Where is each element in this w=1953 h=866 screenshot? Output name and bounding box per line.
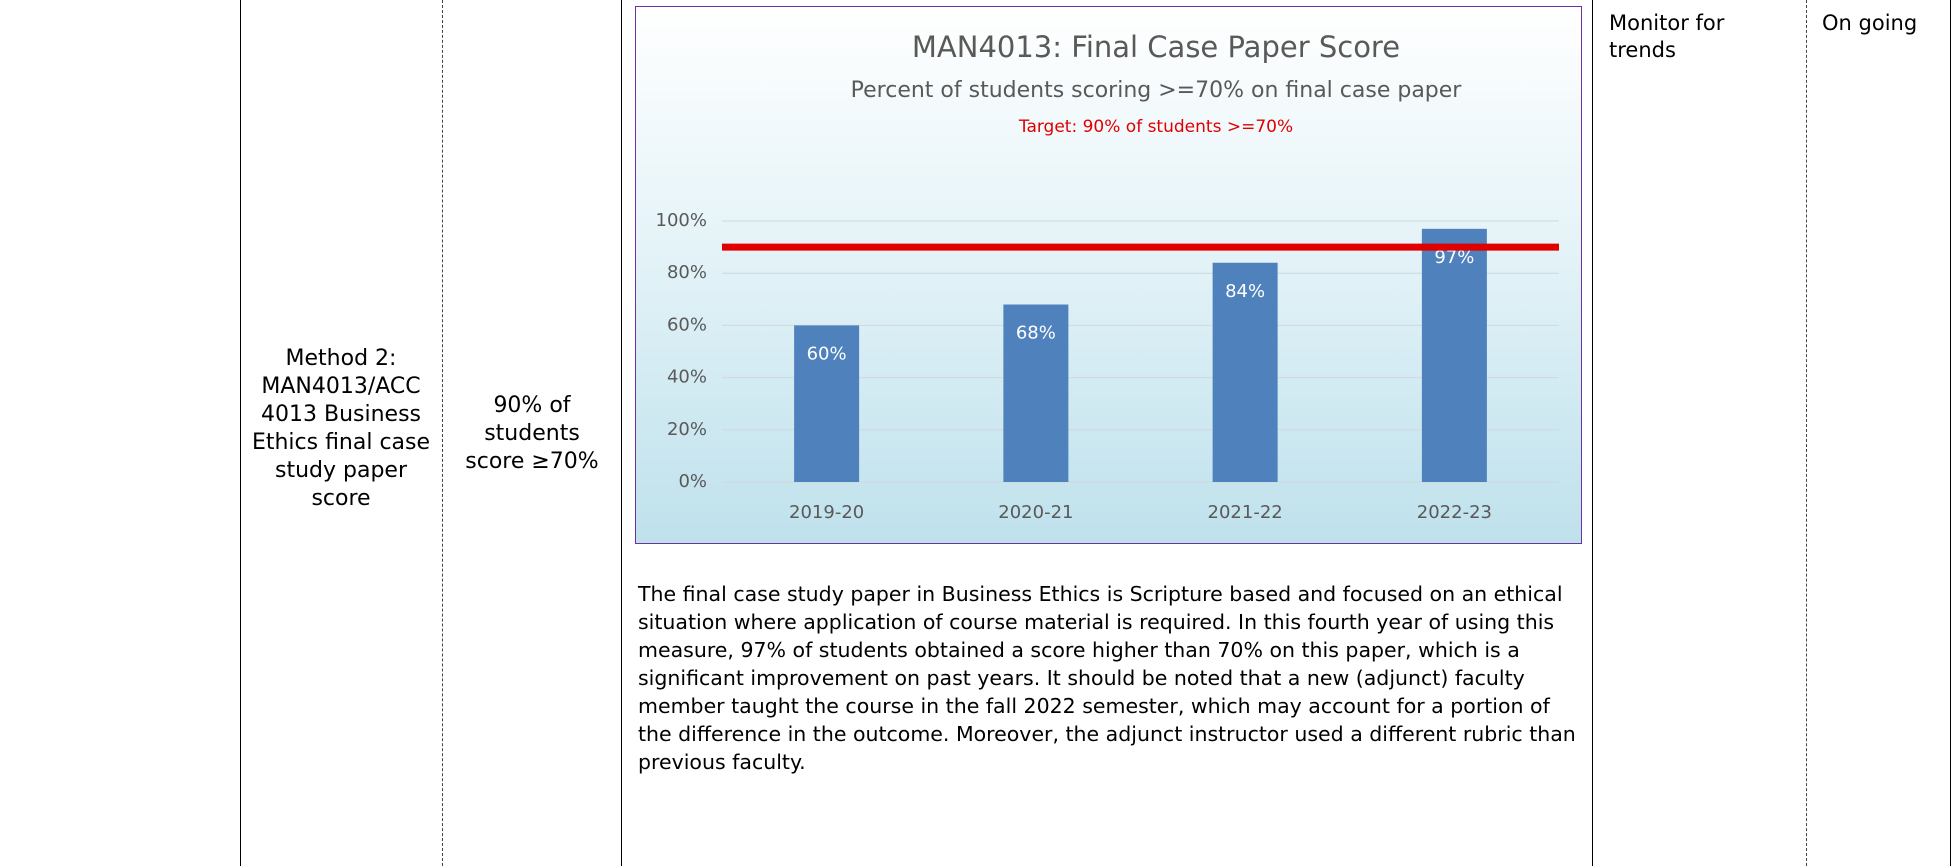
criterion-cell: 90% of students score ≥70% — [465, 393, 599, 474]
bar — [1212, 262, 1278, 482]
column-border — [621, 0, 622, 866]
y-tick-label: 40% — [667, 367, 707, 388]
y-tick-label: 20% — [667, 419, 707, 440]
y-tick-label: 100% — [656, 210, 707, 231]
bar — [1421, 228, 1487, 482]
x-tick-label: 2019-20 — [789, 502, 864, 523]
timeline-cell: On going — [1822, 11, 1918, 35]
data-label: 97% — [1434, 247, 1474, 268]
column-border — [240, 0, 241, 866]
x-tick-label: 2021-22 — [1208, 502, 1283, 523]
column-border — [1950, 0, 1951, 866]
data-label: 60% — [807, 343, 847, 364]
action-cell: Monitor for trends — [1609, 11, 1725, 62]
y-tick-label: 80% — [667, 262, 707, 283]
y-tick-label: 0% — [678, 471, 707, 492]
bar — [1003, 304, 1069, 482]
chart-box: MAN4013: Final Case Paper Score Percent … — [635, 6, 1582, 544]
column-border — [1592, 0, 1593, 866]
x-tick-label: 2020-21 — [998, 502, 1073, 523]
y-tick-label: 60% — [667, 314, 707, 335]
column-border — [442, 0, 443, 866]
x-tick-label: 2022-23 — [1417, 502, 1492, 523]
chart-title: MAN4013: Final Case Paper Score — [912, 30, 1400, 64]
method-cell: Method 2: MAN4013/ACC 4013 Business Ethi… — [251, 346, 431, 511]
analysis-text: The final case study paper in Business E… — [638, 582, 1576, 774]
chart: MAN4013: Final Case Paper Score Percent … — [656, 30, 1559, 523]
chart-subtitle: Percent of students scoring >=70% on fin… — [851, 78, 1463, 103]
bar — [794, 325, 860, 482]
target-annotation: Target: 90% of students >=70% — [1018, 117, 1293, 137]
data-label: 68% — [1016, 323, 1056, 344]
data-label: 84% — [1225, 281, 1265, 302]
column-border — [1806, 0, 1807, 866]
